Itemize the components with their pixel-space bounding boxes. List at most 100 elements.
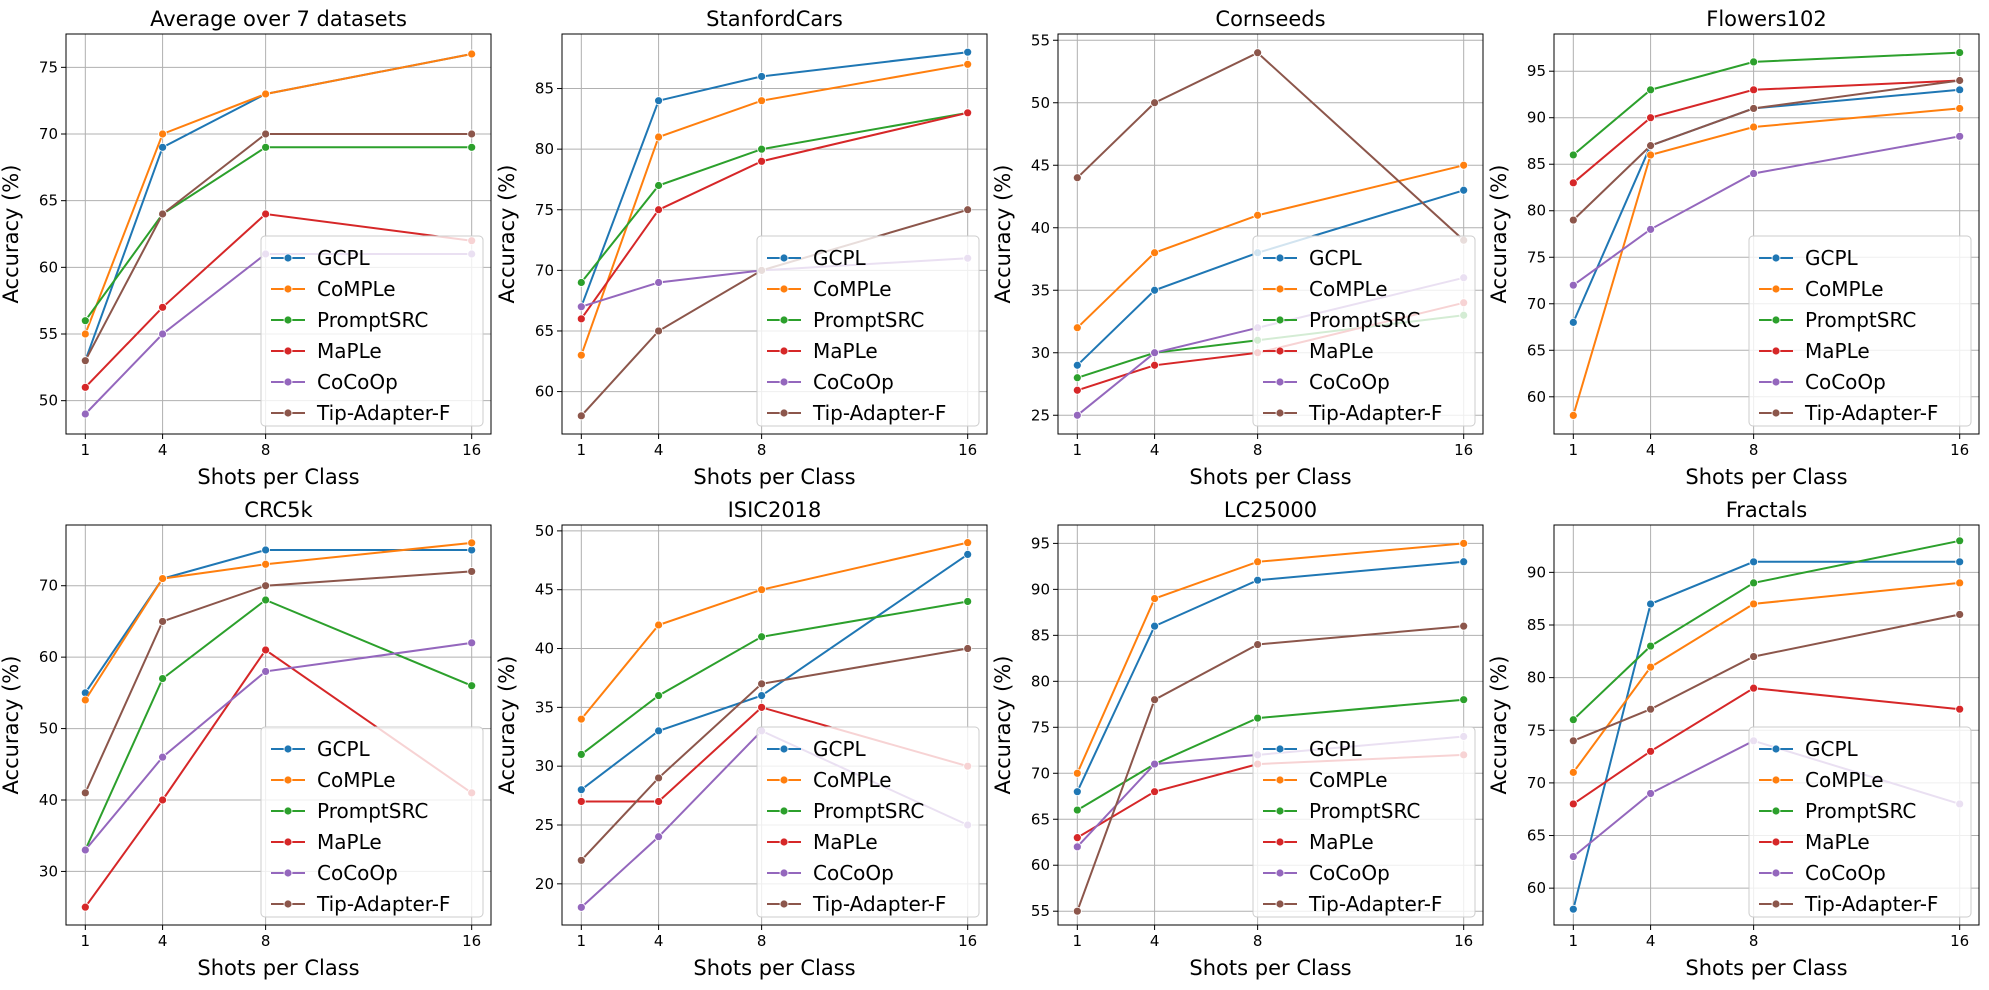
series-line-comple (580, 63, 968, 356)
series-line-comple (1572, 581, 1960, 773)
series-line-promptsrc (580, 600, 968, 756)
data-point-maple (654, 205, 663, 215)
y-tick-label: 60 (1527, 879, 1546, 897)
legend-swatch-marker (779, 868, 789, 878)
y-tick-label: 70 (39, 577, 58, 595)
data-point-comple (1955, 578, 1965, 588)
x-tick-label: 8 (1253, 932, 1263, 950)
x-axis-label: Shots per Class (693, 465, 855, 489)
data-point-comple (467, 49, 477, 59)
data-point-gcpl (576, 785, 586, 795)
y-tick-label: 80 (1031, 672, 1050, 690)
legend-swatch-marker (1275, 408, 1285, 418)
data-point-tip-adapter-f (158, 209, 167, 219)
data-point-gcpl (757, 72, 767, 81)
data-point-promptsrc (757, 144, 767, 154)
legend-label: MaPLe (813, 339, 878, 363)
data-point-gcpl (261, 545, 271, 555)
data-point-gcpl (1459, 557, 1469, 567)
x-tick-label: 4 (654, 441, 664, 459)
series-line-promptsrc (1572, 51, 1960, 156)
legend-swatch-marker (1275, 868, 1285, 878)
y-tick-label: 50 (535, 522, 554, 540)
data-point-maple (1568, 799, 1578, 809)
data-point-gcpl (1955, 85, 1965, 95)
x-tick-label: 1 (1569, 932, 1579, 950)
data-point-cocoop (158, 752, 167, 762)
y-tick-label: 35 (535, 698, 554, 716)
series-line-tip-adapter-f (580, 647, 968, 861)
data-point-maple (1568, 178, 1578, 188)
x-tick-label: 1 (81, 441, 91, 459)
data-point-promptsrc (261, 142, 271, 152)
data-point-comple (1072, 768, 1082, 778)
data-point-cocoop (80, 845, 90, 855)
data-point-comple (467, 538, 477, 548)
data-point-gcpl (1459, 185, 1469, 195)
data-point-comple (757, 585, 767, 595)
x-tick-label: 16 (462, 932, 481, 950)
data-point-promptsrc (654, 691, 663, 700)
x-axis-label: Shots per Class (197, 956, 359, 980)
data-point-comple (158, 129, 167, 139)
legend-label: GCPL (813, 246, 867, 270)
legend-label: CoMPLe (1805, 768, 1884, 792)
y-tick-label: 30 (535, 757, 554, 775)
data-point-comple (80, 695, 90, 705)
data-point-comple (757, 96, 767, 106)
data-point-maple (261, 209, 271, 219)
legend-box (1252, 726, 1476, 918)
legend-label: Tip-Adapter-F (1804, 401, 1938, 425)
data-point-comple (261, 89, 271, 99)
data-point-tip-adapter-f (158, 617, 167, 626)
legend: GCPL CoMPLe PromptSRC MaPLe CoCoOp Tip-Adapte… (260, 235, 484, 427)
series-line-gcpl (580, 553, 969, 791)
legend: GCPL CoMPLe PromptSRC MaPLe CoCoOp Tip-Adapte… (756, 726, 980, 918)
legend-swatch-marker (1275, 837, 1285, 847)
data-point-tip-adapter-f (1150, 695, 1159, 705)
data-point-tip-adapter-f (576, 855, 586, 865)
data-point-comple (654, 620, 663, 630)
x-tick-label: 16 (958, 932, 977, 950)
data-point-promptsrc (576, 278, 586, 287)
y-tick-label: 85 (1527, 616, 1546, 634)
data-point-promptsrc (1072, 805, 1082, 815)
data-point-promptsrc (1749, 57, 1759, 67)
legend-label: CoMPLe (813, 768, 892, 792)
data-point-cocoop (1646, 224, 1655, 234)
legend-swatch-marker (1275, 744, 1285, 754)
data-point-comple (261, 559, 271, 569)
data-point-comple (1459, 160, 1469, 170)
data-point-promptsrc (1955, 48, 1965, 58)
chart-panel-7: 1 4 8 16 60 65 70 75 80 85 90 Fractals Shots per Cla… (1487, 498, 1980, 980)
legend-swatch-marker (779, 744, 789, 754)
y-tick-label: 80 (1527, 669, 1546, 687)
y-axis-label: Accuracy (%) (1487, 656, 1511, 795)
axes-frame (65, 33, 492, 435)
y-tick-label: 35 (1031, 281, 1050, 299)
y-tick-label: 75 (1031, 718, 1050, 736)
y-tick-label: 50 (1031, 94, 1050, 112)
data-point-gcpl (1253, 575, 1263, 585)
chart-panel-1: 1 4 8 16 60 65 70 75 80 85 StanfordCars Shots per C… (495, 7, 988, 489)
data-point-comple (1955, 104, 1965, 113)
data-point-cocoop (1568, 280, 1578, 290)
legend-label: PromptSRC (813, 799, 924, 823)
legend-swatch-marker (1275, 253, 1285, 263)
legend-label: CoCoOp (1309, 370, 1390, 394)
legend: GCPL CoMPLe PromptSRC MaPLe CoCoOp Tip-Adapte… (756, 235, 980, 427)
data-point-tip-adapter-f (467, 567, 477, 576)
legend-label: Tip-Adapter-F (812, 401, 946, 425)
series-line-maple (1572, 687, 1960, 805)
data-point-cocoop (261, 667, 271, 676)
data-point-gcpl (654, 96, 663, 106)
data-point-tip-adapter-f (1955, 76, 1965, 85)
data-point-maple (1955, 704, 1965, 714)
chart-title: ISIC2018 (728, 498, 822, 522)
data-point-gcpl (963, 47, 973, 57)
legend-swatch-marker (1771, 744, 1781, 754)
x-tick-label: 8 (1253, 441, 1263, 459)
axes-frame (1057, 33, 1484, 435)
data-point-maple (1072, 385, 1082, 395)
